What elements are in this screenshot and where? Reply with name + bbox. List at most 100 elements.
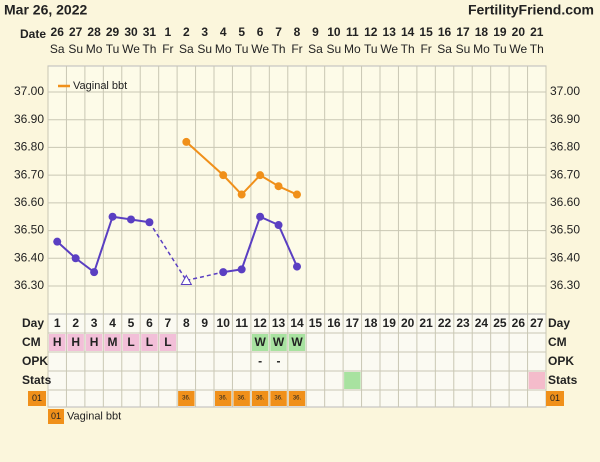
weekday: Th — [142, 42, 156, 56]
y-tick-label: 36.40 — [14, 250, 44, 264]
day-number: 8 — [183, 316, 190, 330]
weekday: Mo — [473, 42, 490, 56]
legend-label: Vaginal bbt — [73, 80, 127, 92]
opk-value: - — [277, 354, 281, 368]
y-tick-label-right: 36.60 — [550, 195, 580, 209]
point — [293, 262, 301, 271]
day-number: 24 — [475, 316, 489, 330]
day-number: 27 — [530, 316, 544, 330]
date: 17 — [456, 25, 470, 39]
y-tick-label-right: 36.30 — [550, 278, 580, 292]
point — [71, 254, 80, 263]
opk-value: - — [258, 354, 262, 368]
date: 30 — [124, 25, 138, 39]
point — [53, 237, 62, 246]
code-label: 01 — [32, 393, 42, 403]
row-label: Day — [22, 316, 44, 330]
stats-cell — [528, 372, 545, 389]
weekday: Fr — [162, 42, 173, 56]
stats-cell — [344, 372, 361, 389]
legend-label: Vaginal bbt — [67, 410, 121, 422]
point — [256, 212, 265, 221]
temp-cell — [270, 391, 287, 406]
weekday: Sa — [308, 42, 323, 56]
row-label-right: OPK — [548, 354, 574, 368]
y-tick-label: 36.70 — [14, 167, 44, 181]
point — [219, 171, 228, 180]
weekday: We — [251, 42, 269, 56]
point — [90, 268, 99, 277]
day-number: 25 — [493, 316, 507, 330]
row-label-right: Stats — [548, 373, 578, 387]
date: 15 — [419, 25, 433, 39]
cm-cell — [288, 334, 306, 351]
y-tick-label-right: 36.50 — [550, 223, 580, 237]
y-tick-label-right: 36.40 — [550, 250, 580, 264]
row-label: OPK — [22, 354, 48, 368]
day-number: 12 — [253, 316, 267, 330]
row-label: Stats — [22, 373, 52, 387]
temp-value: 36. — [237, 396, 246, 402]
date: 20 — [512, 25, 526, 39]
cm-cell — [49, 334, 66, 351]
day-number: 19 — [383, 316, 397, 330]
weekday: Tu — [106, 42, 120, 56]
point — [293, 190, 301, 199]
cm-cell — [270, 334, 287, 351]
temp-cell — [288, 391, 306, 406]
weekday: We — [509, 42, 527, 56]
cm-cell — [67, 334, 84, 351]
date: 14 — [401, 25, 415, 39]
cm-value: W — [291, 335, 303, 349]
cm-cell — [104, 334, 121, 351]
date: 5 — [238, 25, 245, 39]
weekday: Mo — [215, 42, 232, 56]
date: 19 — [493, 25, 507, 39]
weekday: Th — [272, 42, 286, 56]
point — [274, 182, 283, 191]
point — [237, 190, 246, 199]
cm-value: W — [254, 335, 266, 349]
legend-code-cell — [48, 409, 64, 424]
point — [182, 137, 191, 146]
day-number: 18 — [364, 316, 378, 330]
date: 18 — [475, 25, 489, 39]
y-tick-label: 37.00 — [14, 84, 44, 98]
temp-value: 36. — [293, 396, 302, 402]
weekday: We — [122, 42, 140, 56]
temp-cell — [233, 391, 250, 406]
weekday: Sa — [437, 42, 452, 56]
cm-value: W — [273, 335, 285, 349]
code-cell-right — [546, 391, 564, 406]
weekday: We — [380, 42, 398, 56]
temp-value: 36. — [219, 396, 228, 402]
date: 9 — [312, 25, 319, 39]
y-tick-label-right: 37.00 — [550, 84, 580, 98]
temp-cell — [178, 391, 195, 406]
y-tick-label: 36.30 — [14, 278, 44, 292]
day-number: 1 — [54, 316, 61, 330]
row-label: CM — [22, 335, 41, 349]
weekday: Sa — [179, 42, 194, 56]
weekday: Tu — [235, 42, 249, 56]
date: 12 — [364, 25, 378, 39]
date: 2 — [183, 25, 190, 39]
date: 7 — [275, 25, 282, 39]
weekday: Su — [68, 42, 83, 56]
cm-cell — [122, 334, 140, 351]
cm-value: H — [71, 335, 80, 349]
temp-value: 36. — [256, 396, 265, 402]
day-number: 4 — [109, 316, 116, 330]
site: FertilityFriend.com — [468, 2, 594, 18]
date: 4 — [220, 25, 227, 39]
day-number: 7 — [165, 316, 172, 330]
cm-value: M — [108, 335, 118, 349]
weekday: Tu — [364, 42, 378, 56]
day-number: 9 — [201, 316, 208, 330]
y-tick-label: 36.80 — [14, 140, 44, 154]
day-number: 11 — [235, 316, 248, 330]
point — [274, 221, 283, 230]
cm-value: H — [53, 335, 62, 349]
day-number: 22 — [438, 316, 452, 330]
day-number: 14 — [290, 316, 304, 330]
